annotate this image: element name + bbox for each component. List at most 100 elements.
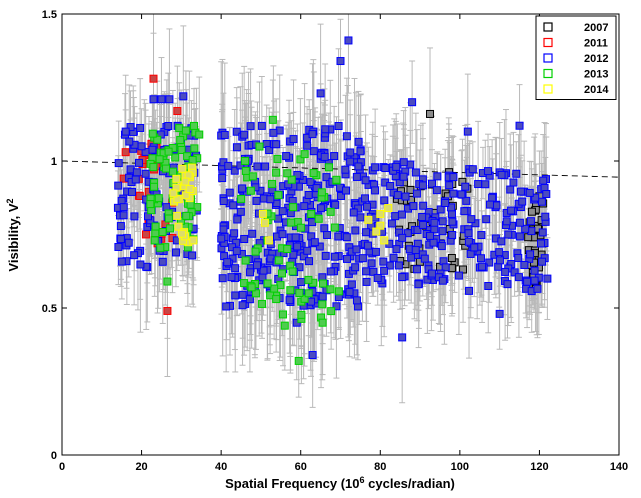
data-point-2012 xyxy=(293,242,302,251)
data-point-2012 xyxy=(471,219,480,228)
data-point-2012 xyxy=(506,185,515,194)
data-point-2012 xyxy=(351,226,360,235)
data-point-2012 xyxy=(354,137,363,146)
data-point-2014 xyxy=(172,174,181,183)
data-point-2012 xyxy=(484,167,493,176)
data-point-2012 xyxy=(253,162,262,171)
data-point-2014 xyxy=(185,185,194,194)
data-point-2013 xyxy=(274,191,283,200)
data-point-2012 xyxy=(347,280,356,289)
data-point-2011 xyxy=(121,148,130,157)
data-point-2014 xyxy=(189,236,198,245)
data-point-2012 xyxy=(394,261,403,270)
data-point-2007 xyxy=(459,265,468,274)
data-point-2012 xyxy=(362,277,371,286)
data-point-2013 xyxy=(151,228,160,237)
data-point-2012 xyxy=(538,228,547,237)
y-tick-label: 1 xyxy=(51,156,57,168)
data-point-2012 xyxy=(466,249,475,258)
data-point-2012 xyxy=(418,181,427,190)
data-point-2013 xyxy=(186,200,195,209)
data-point-2012 xyxy=(318,292,327,301)
data-point-2012 xyxy=(171,248,180,257)
legend-marker-2014 xyxy=(543,84,553,94)
data-point-2013 xyxy=(270,284,279,293)
data-point-2012 xyxy=(419,220,428,229)
data-point-2012 xyxy=(303,141,312,150)
data-point-2012 xyxy=(334,122,343,131)
data-point-2013 xyxy=(272,168,281,177)
data-point-2012 xyxy=(423,275,432,284)
data-point-2012 xyxy=(401,192,410,201)
data-point-2012 xyxy=(361,176,370,185)
x-axis-label-tail: cycles/radian) xyxy=(365,476,455,491)
data-point-2012 xyxy=(398,233,407,242)
data-point-2012 xyxy=(397,210,406,219)
data-point-2012 xyxy=(344,36,353,45)
data-point-2007 xyxy=(406,185,415,194)
data-point-2013 xyxy=(318,279,327,288)
data-point-2012 xyxy=(362,267,371,276)
data-point-2012 xyxy=(356,147,365,156)
data-point-2013 xyxy=(166,224,175,233)
data-point-2012 xyxy=(525,188,534,197)
data-point-2013 xyxy=(258,299,267,308)
y-axis: 0 0.5 1 1.5 xyxy=(42,9,619,462)
legend-label-2012: 2012 xyxy=(584,53,608,65)
x-axis-label: Spatial Frequency (106 cycles/radian) xyxy=(225,475,455,491)
data-point-2014 xyxy=(384,204,393,213)
data-point-2013 xyxy=(278,269,287,278)
data-point-2012 xyxy=(266,195,275,204)
data-point-2012 xyxy=(130,212,139,221)
data-point-2012 xyxy=(157,95,166,104)
data-point-2013 xyxy=(190,121,199,130)
data-point-2012 xyxy=(245,295,254,304)
data-point-2012 xyxy=(220,130,229,139)
data-point-2012 xyxy=(222,302,231,311)
data-point-2012 xyxy=(282,152,291,161)
data-point-2014 xyxy=(173,211,182,220)
data-point-2012 xyxy=(246,268,255,277)
data-point-2012 xyxy=(289,135,298,144)
data-point-2013 xyxy=(283,169,292,178)
data-point-2013 xyxy=(332,175,341,184)
data-point-2012 xyxy=(230,229,239,238)
data-point-2012 xyxy=(441,263,450,272)
data-point-2013 xyxy=(297,310,306,319)
data-point-2007 xyxy=(426,109,435,118)
data-point-2012 xyxy=(274,214,283,223)
data-point-2013 xyxy=(255,142,264,151)
data-point-2012 xyxy=(300,202,309,211)
data-point-2012 xyxy=(252,196,261,205)
data-point-2012 xyxy=(291,233,300,242)
data-point-2013 xyxy=(287,175,296,184)
data-point-2012 xyxy=(403,229,412,238)
data-point-2012 xyxy=(484,281,493,290)
data-point-2014 xyxy=(380,236,389,245)
data-point-2012 xyxy=(303,246,312,255)
data-point-2012 xyxy=(512,169,521,178)
data-point-2012 xyxy=(526,250,535,259)
data-point-2012 xyxy=(342,186,351,195)
data-point-2012 xyxy=(227,273,236,282)
data-point-2012 xyxy=(217,234,226,243)
data-point-2013 xyxy=(273,154,282,163)
data-point-2012 xyxy=(119,211,128,220)
data-point-2012 xyxy=(373,273,382,282)
data-point-2012 xyxy=(477,231,486,240)
data-point-2011 xyxy=(141,230,150,239)
data-point-2012 xyxy=(361,194,370,203)
data-point-2013 xyxy=(274,256,283,265)
data-point-2012 xyxy=(502,217,511,226)
data-point-2012 xyxy=(352,296,361,305)
data-point-2013 xyxy=(283,245,292,254)
data-point-2012 xyxy=(218,274,227,283)
data-point-2012 xyxy=(224,161,233,170)
data-point-2012 xyxy=(514,273,523,282)
data-point-2012 xyxy=(121,127,130,136)
legend-label-2014: 2014 xyxy=(584,84,609,96)
legend: 2007 2011 2012 2013 2014 xyxy=(535,15,617,100)
data-point-2012 xyxy=(501,267,510,276)
